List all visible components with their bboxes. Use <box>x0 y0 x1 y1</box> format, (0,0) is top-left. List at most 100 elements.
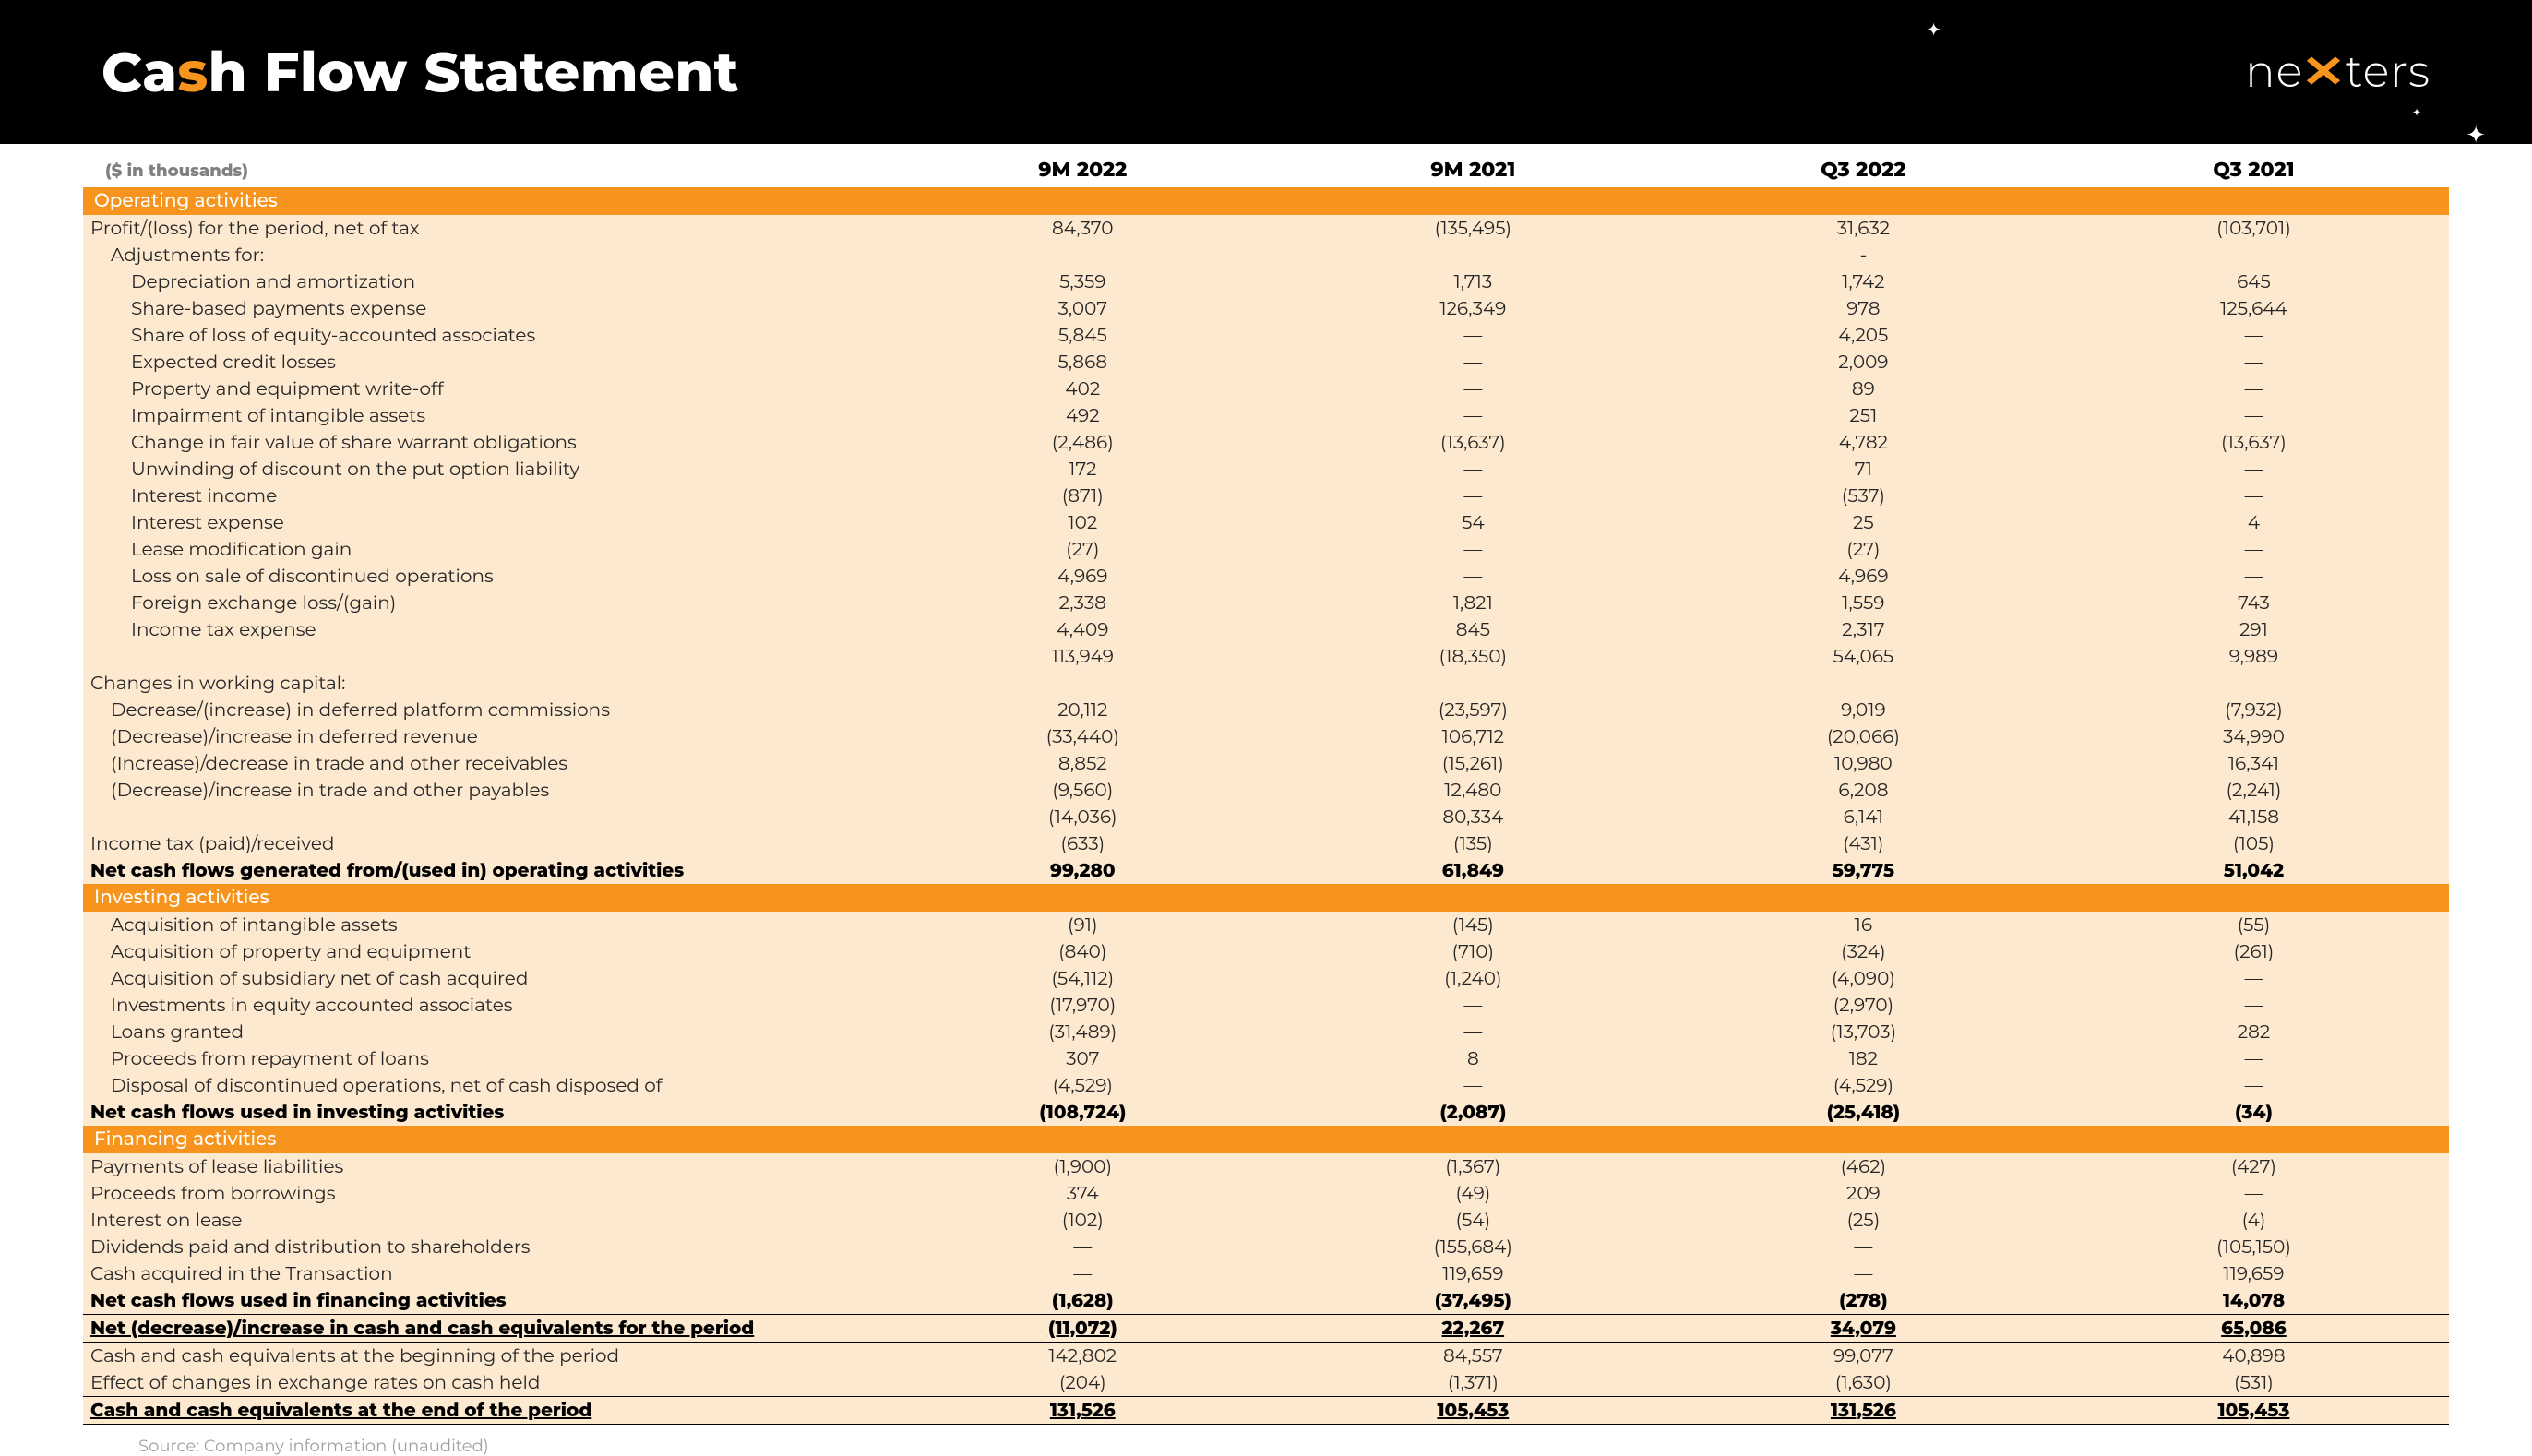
row-label: Decrease/(increase) in deferred platform… <box>83 697 888 723</box>
row-label <box>83 804 888 830</box>
cell-value: (431) <box>1668 830 2059 857</box>
col-header: 9M 2021 <box>1278 155 1668 187</box>
cell-value: 22,267 <box>1278 1315 1668 1343</box>
logo-post: ters <box>2345 45 2430 99</box>
table-row: Acquisition of intangible assets(91)(145… <box>83 912 2449 938</box>
logo-pre: ne <box>2245 45 2303 99</box>
cell-value: (4,529) <box>1668 1072 2059 1099</box>
row-label: (Decrease)/increase in trade and other p… <box>83 777 888 804</box>
cell-value: — <box>2059 1180 2449 1207</box>
cell-value: (1,367) <box>1278 1153 1668 1180</box>
cell-value: 6,141 <box>1668 804 2059 830</box>
cell-value: (840) <box>888 938 1278 965</box>
cell-value: — <box>1278 992 1668 1019</box>
cell-value: 99,077 <box>1668 1343 2059 1370</box>
table-row: Profit/(loss) for the period, net of tax… <box>83 215 2449 242</box>
cell-value: (27) <box>1668 536 2059 563</box>
cell-value: (155,684) <box>1278 1234 1668 1260</box>
cell-value: 307 <box>888 1045 1278 1072</box>
cell-value: (4) <box>2059 1207 2449 1234</box>
table-row: (Decrease)/increase in trade and other p… <box>83 777 2449 804</box>
cell-value: 5,868 <box>888 349 1278 376</box>
cell-value: (204) <box>888 1369 1278 1397</box>
cell-value: (427) <box>2059 1153 2449 1180</box>
cell-value: 54 <box>1278 509 1668 536</box>
row-label: Adjustments for: <box>83 242 888 269</box>
cell-value: 131,526 <box>888 1397 1278 1425</box>
cell-value: (1,630) <box>1668 1369 2059 1397</box>
row-label: Share-based payments expense <box>83 295 888 322</box>
cell-value: 80,334 <box>1278 804 1668 830</box>
cell-value: 59,775 <box>1668 857 2059 884</box>
table-row: Net cash flows generated from/(used in) … <box>83 857 2449 884</box>
cell-value: (261) <box>2059 938 2449 965</box>
cell-value: (324) <box>1668 938 2059 965</box>
cell-value: 71 <box>1668 456 2059 483</box>
table-row: Loss on sale of discontinued operations4… <box>83 563 2449 590</box>
cell-value: 61,849 <box>1278 857 1668 884</box>
table-row: Payments of lease liabilities(1,900)(1,3… <box>83 1153 2449 1180</box>
cell-value: (4,529) <box>888 1072 1278 1099</box>
cell-value: — <box>2059 1045 2449 1072</box>
cell-value: (102) <box>888 1207 1278 1234</box>
table-row: Effect of changes in exchange rates on c… <box>83 1369 2449 1397</box>
cell-value: 4,969 <box>888 563 1278 590</box>
table-row: Depreciation and amortization5,3591,7131… <box>83 269 2449 295</box>
cell-value: 4,782 <box>1668 429 2059 456</box>
cell-value: (13,637) <box>1278 429 1668 456</box>
cell-value <box>1278 242 1668 269</box>
cell-value: (11,072) <box>888 1315 1278 1343</box>
table-row: Acquisition of property and equipment(84… <box>83 938 2449 965</box>
cell-value: — <box>1278 376 1668 402</box>
cell-value: (2,970) <box>1668 992 2059 1019</box>
cell-value: (2,486) <box>888 429 1278 456</box>
row-label: Foreign exchange loss/(gain) <box>83 590 888 616</box>
cell-value: 16,341 <box>2059 750 2449 777</box>
cell-value: 291 <box>2059 616 2449 643</box>
logo-x-icon: ✕ <box>2301 45 2347 99</box>
cell-value: (31,489) <box>888 1019 1278 1045</box>
cell-value: (2,241) <box>2059 777 2449 804</box>
cell-value: 845 <box>1278 616 1668 643</box>
cell-value: (7,932) <box>2059 697 2449 723</box>
col-header: Q3 2021 <box>2059 155 2449 187</box>
cell-value: (54,112) <box>888 965 1278 992</box>
row-label: Changes in working capital: <box>83 670 888 697</box>
row-label: Cash and cash equivalents at the beginni… <box>83 1343 888 1370</box>
row-label: Interest expense <box>83 509 888 536</box>
cell-value: — <box>2059 992 2449 1019</box>
cell-value: 282 <box>2059 1019 2449 1045</box>
source-note: Source: Company information (unaudited) <box>83 1436 2449 1456</box>
row-label: Income tax (paid)/received <box>83 830 888 857</box>
cell-value: (2,087) <box>1278 1099 1668 1126</box>
cell-value: (13,637) <box>2059 429 2449 456</box>
cell-value: — <box>2059 322 2449 349</box>
row-label <box>83 643 888 670</box>
cell-value: 6,208 <box>1668 777 2059 804</box>
row-label: Impairment of intangible assets <box>83 402 888 429</box>
table-row: Income tax (paid)/received(633)(135)(431… <box>83 830 2449 857</box>
cell-value: 16 <box>1668 912 2059 938</box>
cell-value: 402 <box>888 376 1278 402</box>
cell-value: 1,742 <box>1668 269 2059 295</box>
sparkle-icon: ✦ <box>2412 106 2421 120</box>
page-title: Cash Flow Statement <box>102 39 739 106</box>
row-label: Investments in equity accounted associat… <box>83 992 888 1019</box>
table-row: Impairment of intangible assets492—251— <box>83 402 2449 429</box>
nexters-logo: ne✕ters <box>2245 45 2430 99</box>
cell-value: 4,969 <box>1668 563 2059 590</box>
cell-value: (135) <box>1278 830 1668 857</box>
cell-value: (531) <box>2059 1369 2449 1397</box>
cell-value: (1,900) <box>888 1153 1278 1180</box>
cell-value: (462) <box>1668 1153 2059 1180</box>
cell-value: — <box>888 1234 1278 1260</box>
table-row: Property and equipment write-off402—89— <box>83 376 2449 402</box>
cell-value: — <box>2059 1072 2449 1099</box>
table-row: (Decrease)/increase in deferred revenue(… <box>83 723 2449 750</box>
table-row: Cash acquired in the Transaction—119,659… <box>83 1260 2449 1287</box>
cell-value: 2,317 <box>1668 616 2059 643</box>
row-label: Cash acquired in the Transaction <box>83 1260 888 1287</box>
cell-value: 1,713 <box>1278 269 1668 295</box>
row-label: Net cash flows used in investing activit… <box>83 1099 888 1126</box>
sparkle-icon: ✦ <box>2466 120 2486 149</box>
